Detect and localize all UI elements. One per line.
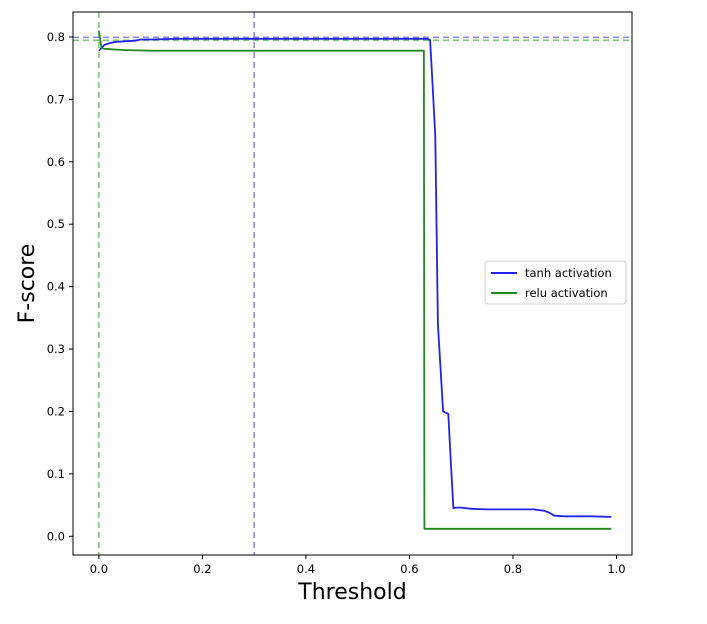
y-tick-label: 0.8: [47, 30, 65, 44]
y-tick-label: 0.2: [47, 404, 65, 418]
x-tick-label: 0.8: [504, 562, 522, 576]
series-lines: [98, 30, 612, 530]
y-tick-label: 0.7: [47, 92, 65, 106]
x-tick-label: 0.2: [193, 562, 211, 576]
legend-box: [484, 260, 627, 305]
y-tick-label: 0.5: [47, 217, 65, 231]
y-tick-label: 0.6: [47, 155, 65, 169]
series-line-relu: [98, 30, 612, 530]
x-axis-label: Threshold: [297, 580, 406, 605]
y-axis-ticks: 0.0 0.1 0.2 0.3 0.4 0.5 0.6 0.7 0.8: [47, 30, 73, 543]
legend-label-relu: relu activation: [525, 286, 608, 300]
x-tick-label: 0.6: [400, 562, 418, 576]
y-tick-label: 0.1: [47, 467, 65, 481]
y-tick-label: 0.3: [47, 342, 65, 356]
x-tick-label: 0.0: [90, 562, 108, 576]
x-axis-ticks: 0.0 0.2 0.4 0.6 0.8 1.0: [90, 555, 626, 576]
x-tick-label: 1.0: [607, 562, 625, 576]
legend: tanh activation relu activation: [484, 260, 627, 305]
x-tick-label: 0.4: [297, 562, 315, 576]
plot-area-frame: [72, 11, 633, 556]
y-axis-label: F-score: [15, 244, 40, 324]
reference-lines: [73, 12, 632, 555]
y-tick-label: 0.4: [47, 280, 65, 294]
legend-label-tanh: tanh activation: [525, 266, 612, 280]
series-line-tanh: [98, 37, 612, 518]
y-tick-label: 0.0: [47, 529, 65, 543]
